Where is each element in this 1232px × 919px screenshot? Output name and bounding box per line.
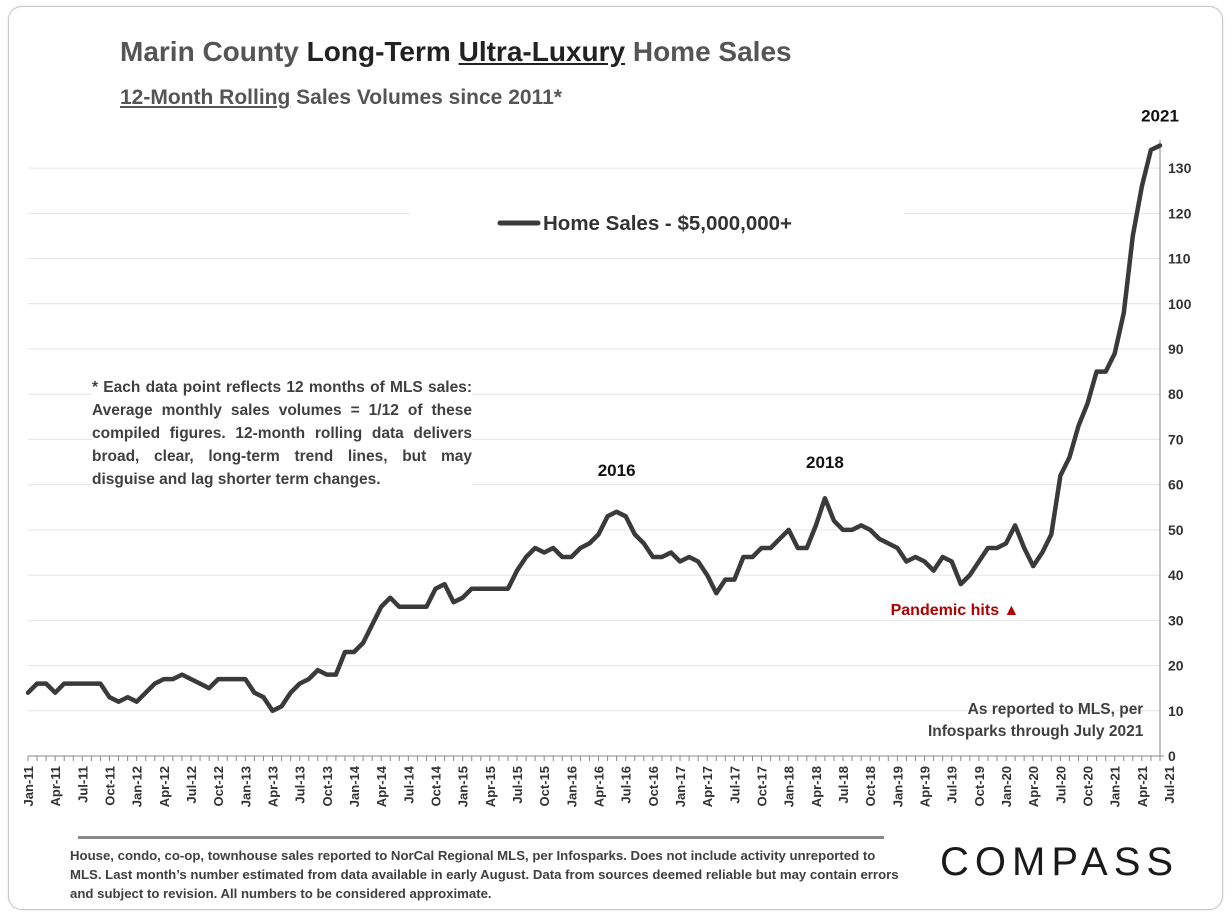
x-tick-label: Jul-14 xyxy=(401,765,416,803)
x-tick-label: Oct-18 xyxy=(863,766,878,806)
x-tick-label: Oct-12 xyxy=(211,766,226,806)
x-tick-label: Jul-18 xyxy=(836,766,851,804)
annotation-pandemic: Pandemic hits ▲ xyxy=(891,602,1020,619)
x-tick-label: Jan-14 xyxy=(347,765,362,807)
y-tick-label: 50 xyxy=(1168,522,1184,538)
brand-wordmark: COMPASS xyxy=(940,840,1180,884)
x-tick-label: Jan-18 xyxy=(782,766,797,807)
subtitle-part-2: Sales Volumes since 2011* xyxy=(290,86,562,109)
x-tick-label: Jan-20 xyxy=(999,766,1014,807)
footer-divider xyxy=(78,836,884,839)
x-tick-label: Jul-21 xyxy=(1162,766,1177,804)
y-tick-label: 90 xyxy=(1168,341,1184,357)
x-tick-label: Jul-19 xyxy=(945,766,960,804)
annotation-year-2021: 2021 xyxy=(1141,106,1179,125)
x-axis: Jan-11 Apr-11 Jul-11 Oct-11 Jan-12 Apr-12 Jul-… xyxy=(21,140,1177,807)
gridlines xyxy=(28,167,1160,712)
x-tick-label: Oct-13 xyxy=(320,766,335,806)
x-tick-label: Apr-15 xyxy=(483,766,498,807)
y-tick-label: 40 xyxy=(1168,567,1184,583)
x-tick-label: Apr-13 xyxy=(266,766,281,807)
x-tick-label: Jul-16 xyxy=(619,766,634,804)
title-part-1: Marin County xyxy=(120,36,307,67)
y-tick-label: 130 xyxy=(1168,160,1192,176)
x-tick-label: Jul-12 xyxy=(184,766,199,804)
x-tick-label: Oct-14 xyxy=(429,765,444,806)
x-tick-label: Jan-13 xyxy=(238,766,253,807)
y-tick-label: 110 xyxy=(1168,251,1191,267)
source-note-line-1: As reported to MLS, per xyxy=(967,701,1144,718)
x-tick-label: Jul-13 xyxy=(293,766,308,804)
x-tick-label: Apr-12 xyxy=(157,766,172,807)
x-tick-label: Apr-17 xyxy=(700,766,715,807)
x-tick-label: Jan-21 xyxy=(1108,766,1123,807)
title-part-4: Home Sales xyxy=(625,36,792,67)
x-tick-label: Jan-17 xyxy=(673,766,688,807)
x-tick-label: Jul-11 xyxy=(75,766,90,803)
x-tick-label: Apr-21 xyxy=(1135,766,1150,807)
y-tick-label: 60 xyxy=(1168,477,1184,493)
x-tick-label: Apr-19 xyxy=(918,766,933,807)
methodology-note: * Each data point reflects 12 months of … xyxy=(92,376,472,491)
x-tick-label: Jan-19 xyxy=(890,766,905,807)
annotation-year-2018: 2018 xyxy=(806,453,844,472)
x-tick-label: Jan-11 xyxy=(21,766,36,806)
x-tick-label: Oct-15 xyxy=(537,766,552,806)
y-tick-label: 120 xyxy=(1168,205,1192,221)
x-tick-label: Apr-14 xyxy=(374,765,389,807)
legend-label: Home Sales - $5,000,000+ xyxy=(543,212,792,235)
x-tick-label: Jan-16 xyxy=(564,766,579,807)
series-layer xyxy=(25,143,1163,714)
y-axis-ticks: 0 10 20 30 40 50 60 70 80 90 100 110 120 130 xyxy=(1168,160,1192,764)
x-tick-label: Oct-16 xyxy=(646,766,661,806)
y-tick-label: 30 xyxy=(1168,612,1184,628)
x-tick-label: Apr-16 xyxy=(592,766,607,807)
x-tick-label: Apr-18 xyxy=(809,766,824,807)
series-line-home-sales xyxy=(25,143,1163,714)
x-tick-label: Oct-20 xyxy=(1081,766,1096,806)
x-tick-label: Jan-15 xyxy=(456,766,471,807)
x-tick-label: Oct-17 xyxy=(755,766,770,806)
y-tick-label: 20 xyxy=(1168,658,1184,674)
y-tick-label: 100 xyxy=(1168,296,1192,312)
source-note-line-2: Infosparks through July 2021 xyxy=(928,723,1144,740)
source-note: As reported to MLS, per Infosparks throu… xyxy=(928,699,1143,743)
y-tick-label: 80 xyxy=(1168,386,1184,402)
annotations: 2016 2018 2021 Pandemic hits ▲ xyxy=(598,106,1179,619)
y-tick-label: 70 xyxy=(1168,431,1184,447)
title-part-3: Ultra-Luxury xyxy=(458,36,626,67)
footer-disclaimer: House, condo, co-op, townhouse sales rep… xyxy=(70,848,899,901)
legend: Home Sales - $5,000,000+ xyxy=(410,200,904,258)
annotation-year-2016: 2016 xyxy=(598,461,636,480)
x-tick-label: Apr-20 xyxy=(1026,766,1041,807)
y-tick-label: 0 xyxy=(1168,748,1176,764)
legend-box xyxy=(410,200,904,258)
x-tick-label: Apr-11 xyxy=(48,766,63,806)
x-tick-label: Jul-20 xyxy=(1053,766,1068,804)
compass-logo: COMPASS xyxy=(940,840,1179,885)
y-tick-label: 10 xyxy=(1168,703,1184,719)
title-part-2: Long-Term xyxy=(306,36,459,67)
chart-title: Marin County Long-Term Ultra-Luxury Home… xyxy=(120,36,792,68)
chart-subtitle: 12-Month Rolling Sales Volumes since 201… xyxy=(120,86,562,110)
subtitle-part-1: 12-Month Rolling xyxy=(120,86,291,109)
x-tick-label: Jul-15 xyxy=(510,766,525,804)
x-tick-label: Jul-17 xyxy=(727,766,742,804)
x-tick-label: Oct-19 xyxy=(972,766,987,806)
x-tick-label: Jan-12 xyxy=(130,766,145,807)
x-tick-label: Oct-11 xyxy=(103,766,118,806)
